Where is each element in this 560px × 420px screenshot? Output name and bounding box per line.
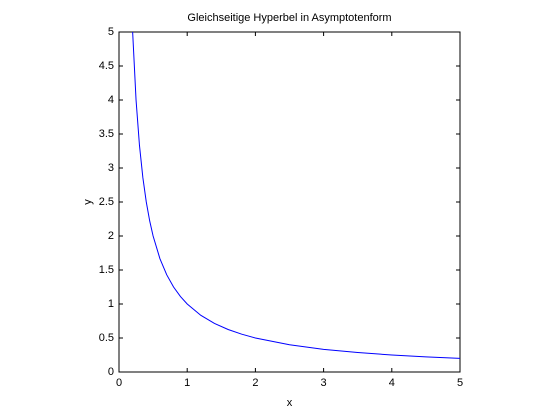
chart-title: Gleichseitige Hyperbel in Asymptotenform: [187, 12, 391, 24]
y-tick-label: 0: [108, 366, 114, 378]
y-tick-label: 4.5: [99, 60, 114, 72]
data-line: [132, 31, 461, 359]
y-tick-label: 3.5: [99, 128, 114, 140]
x-tick-label: 3: [321, 377, 327, 389]
y-tick-label: 3: [108, 162, 114, 174]
x-tick-label: 1: [184, 377, 190, 389]
y-tick-label: 2.5: [99, 196, 114, 208]
x-axis-label: x: [287, 397, 293, 409]
y-tick-label: 0.5: [99, 332, 114, 344]
x-tick-label: 2: [252, 377, 258, 389]
y-tick-label: 5: [108, 26, 114, 38]
axes-box: [118, 31, 461, 373]
y-tick-label: 1.5: [99, 264, 114, 276]
x-tick-label: 5: [457, 377, 463, 389]
x-tick-label: 4: [389, 377, 395, 389]
y-tick-label: 2: [108, 230, 114, 242]
y-tick-label: 1: [108, 298, 114, 310]
y-axis-label: y: [82, 199, 94, 205]
y-tick-label: 4: [108, 94, 114, 106]
x-tick-label: 0: [116, 377, 122, 389]
